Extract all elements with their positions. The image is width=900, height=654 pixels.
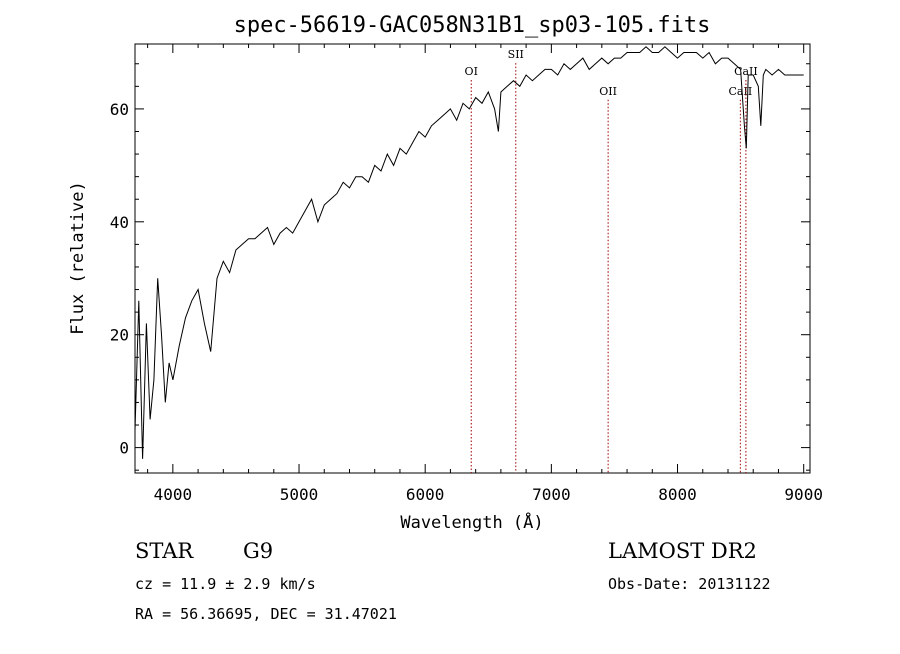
line-marker-label: SII — [508, 48, 524, 61]
survey-name: LAMOST DR2 — [608, 539, 757, 563]
y-axis-label: Flux (relative) — [68, 181, 88, 335]
object-class: STAR — [135, 539, 194, 563]
x-axis-label: Wavelength (Å) — [400, 511, 543, 533]
observation-date: Obs-Date: 20131122 — [608, 575, 771, 593]
spectral-subclass: G9 — [243, 539, 273, 563]
line-marker-label: OI — [465, 65, 478, 78]
coordinates: RA = 56.36695, DEC = 31.47021 — [135, 605, 397, 623]
x-tick-label: 8000 — [658, 485, 697, 504]
line-marker-label: OII — [599, 85, 617, 98]
y-tick-label: 20 — [110, 326, 129, 345]
y-tick-label: 0 — [119, 439, 129, 458]
y-tick-label: 60 — [110, 100, 129, 119]
x-tick-label: 6000 — [406, 485, 445, 504]
chart-title: spec-56619-GAC058N31B1_sp03-105.fits — [234, 13, 711, 38]
y-tick-label: 40 — [110, 213, 129, 232]
line-marker-label: CaII — [729, 85, 753, 98]
x-tick-label: 9000 — [784, 485, 823, 504]
spectrum-line — [134, 46, 804, 459]
x-tick-label: 7000 — [532, 485, 571, 504]
plot-frame — [134, 43, 811, 474]
x-tick-label: 5000 — [280, 485, 319, 504]
x-tick-label: 4000 — [154, 485, 193, 504]
redshift-cz: cz = 11.9 ± 2.9 km/s — [135, 575, 316, 593]
axis-ticks: 4000 5000 6000 7000 8000 9000 0 20 40 60 — [110, 44, 823, 504]
